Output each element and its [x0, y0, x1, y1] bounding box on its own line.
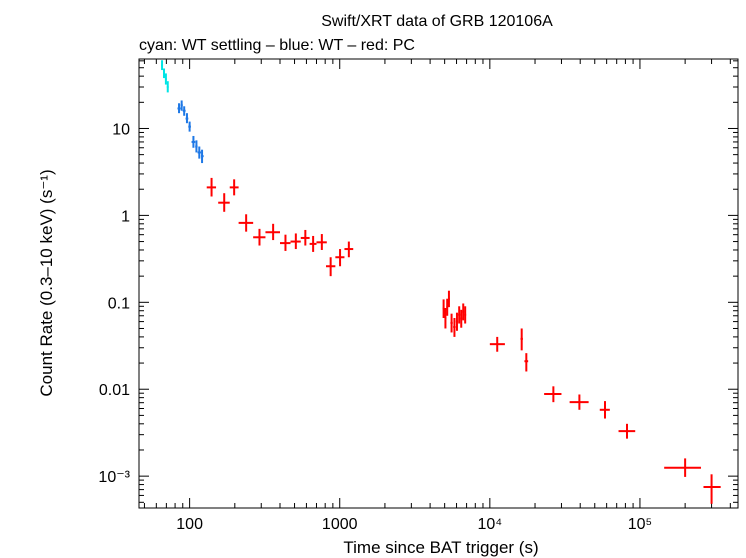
- x-tick-label: 10⁴: [478, 516, 503, 533]
- data-point: [177, 103, 181, 114]
- y-axis-label: Count Rate (0.3–10 keV) (s⁻¹): [37, 169, 56, 396]
- axis-ticks: [139, 59, 738, 508]
- data-point: [442, 299, 445, 318]
- data-point: [185, 113, 189, 124]
- data-point: [180, 100, 183, 111]
- data-point: [191, 135, 196, 148]
- series-wt: [177, 100, 204, 164]
- data-point: [455, 312, 459, 331]
- data-point: [300, 229, 310, 246]
- series-pc: [206, 177, 721, 504]
- data-point: [197, 146, 201, 159]
- chart-subtitle: cyan: WT settling – blue: WT – red: PC: [139, 37, 415, 54]
- y-tick-label: 10⁻³: [98, 469, 130, 486]
- x-tick-label: 1000: [322, 516, 358, 533]
- data-point: [325, 257, 336, 277]
- data-point: [229, 179, 239, 196]
- data-point: [444, 308, 447, 329]
- chart-title: Swift/XRT data of GRB 120106A: [321, 13, 553, 30]
- data-point: [569, 394, 589, 410]
- x-axis-label: Time since BAT trigger (s): [343, 538, 538, 557]
- data-point: [446, 298, 449, 316]
- data-point: [182, 106, 186, 116]
- x-tick-label: 10⁵: [628, 516, 652, 533]
- y-tick-label: 10: [112, 121, 130, 138]
- data-point: [618, 423, 636, 439]
- data-point: [664, 458, 701, 477]
- y-tick-label: 1: [121, 208, 130, 225]
- plot-frame: [138, 58, 739, 509]
- y-tick-label: 0.01: [99, 382, 130, 399]
- x-tick-label: 100: [176, 516, 203, 533]
- series-wt-settling: [161, 60, 169, 93]
- data-point: [290, 233, 301, 250]
- y-tick-label: 0.1: [108, 295, 130, 312]
- data-point: [238, 214, 254, 232]
- data-point: [599, 401, 610, 419]
- data-point: [188, 121, 191, 132]
- data-point: [344, 241, 354, 258]
- data-point: [316, 234, 327, 250]
- data-point: [253, 228, 266, 246]
- data-point: [703, 474, 721, 504]
- data-point: [206, 177, 217, 197]
- data-point: [450, 313, 453, 333]
- data-point: [265, 223, 280, 241]
- data-point: [195, 140, 198, 153]
- data-point: [162, 68, 165, 79]
- data-points: [161, 60, 721, 504]
- data-point: [458, 306, 461, 324]
- data-point: [453, 317, 456, 337]
- data-point: [462, 303, 465, 321]
- data-point: [520, 328, 523, 351]
- data-point: [166, 81, 169, 93]
- data-point: [161, 60, 164, 71]
- data-point: [544, 386, 562, 403]
- data-point: [335, 249, 345, 267]
- data-point: [489, 336, 505, 352]
- data-point: [524, 353, 529, 372]
- data-point: [460, 309, 463, 328]
- data-point: [200, 149, 204, 164]
- data-point: [164, 73, 167, 85]
- data-point: [218, 193, 230, 212]
- data-point: [309, 235, 317, 252]
- data-point: [279, 234, 291, 251]
- data-point: [464, 306, 467, 324]
- axis-tick-labels: 100 1000 10⁴ 10⁵ 10⁻³ 0.01 0.1 1 10: [98, 121, 652, 533]
- data-point: [447, 290, 450, 308]
